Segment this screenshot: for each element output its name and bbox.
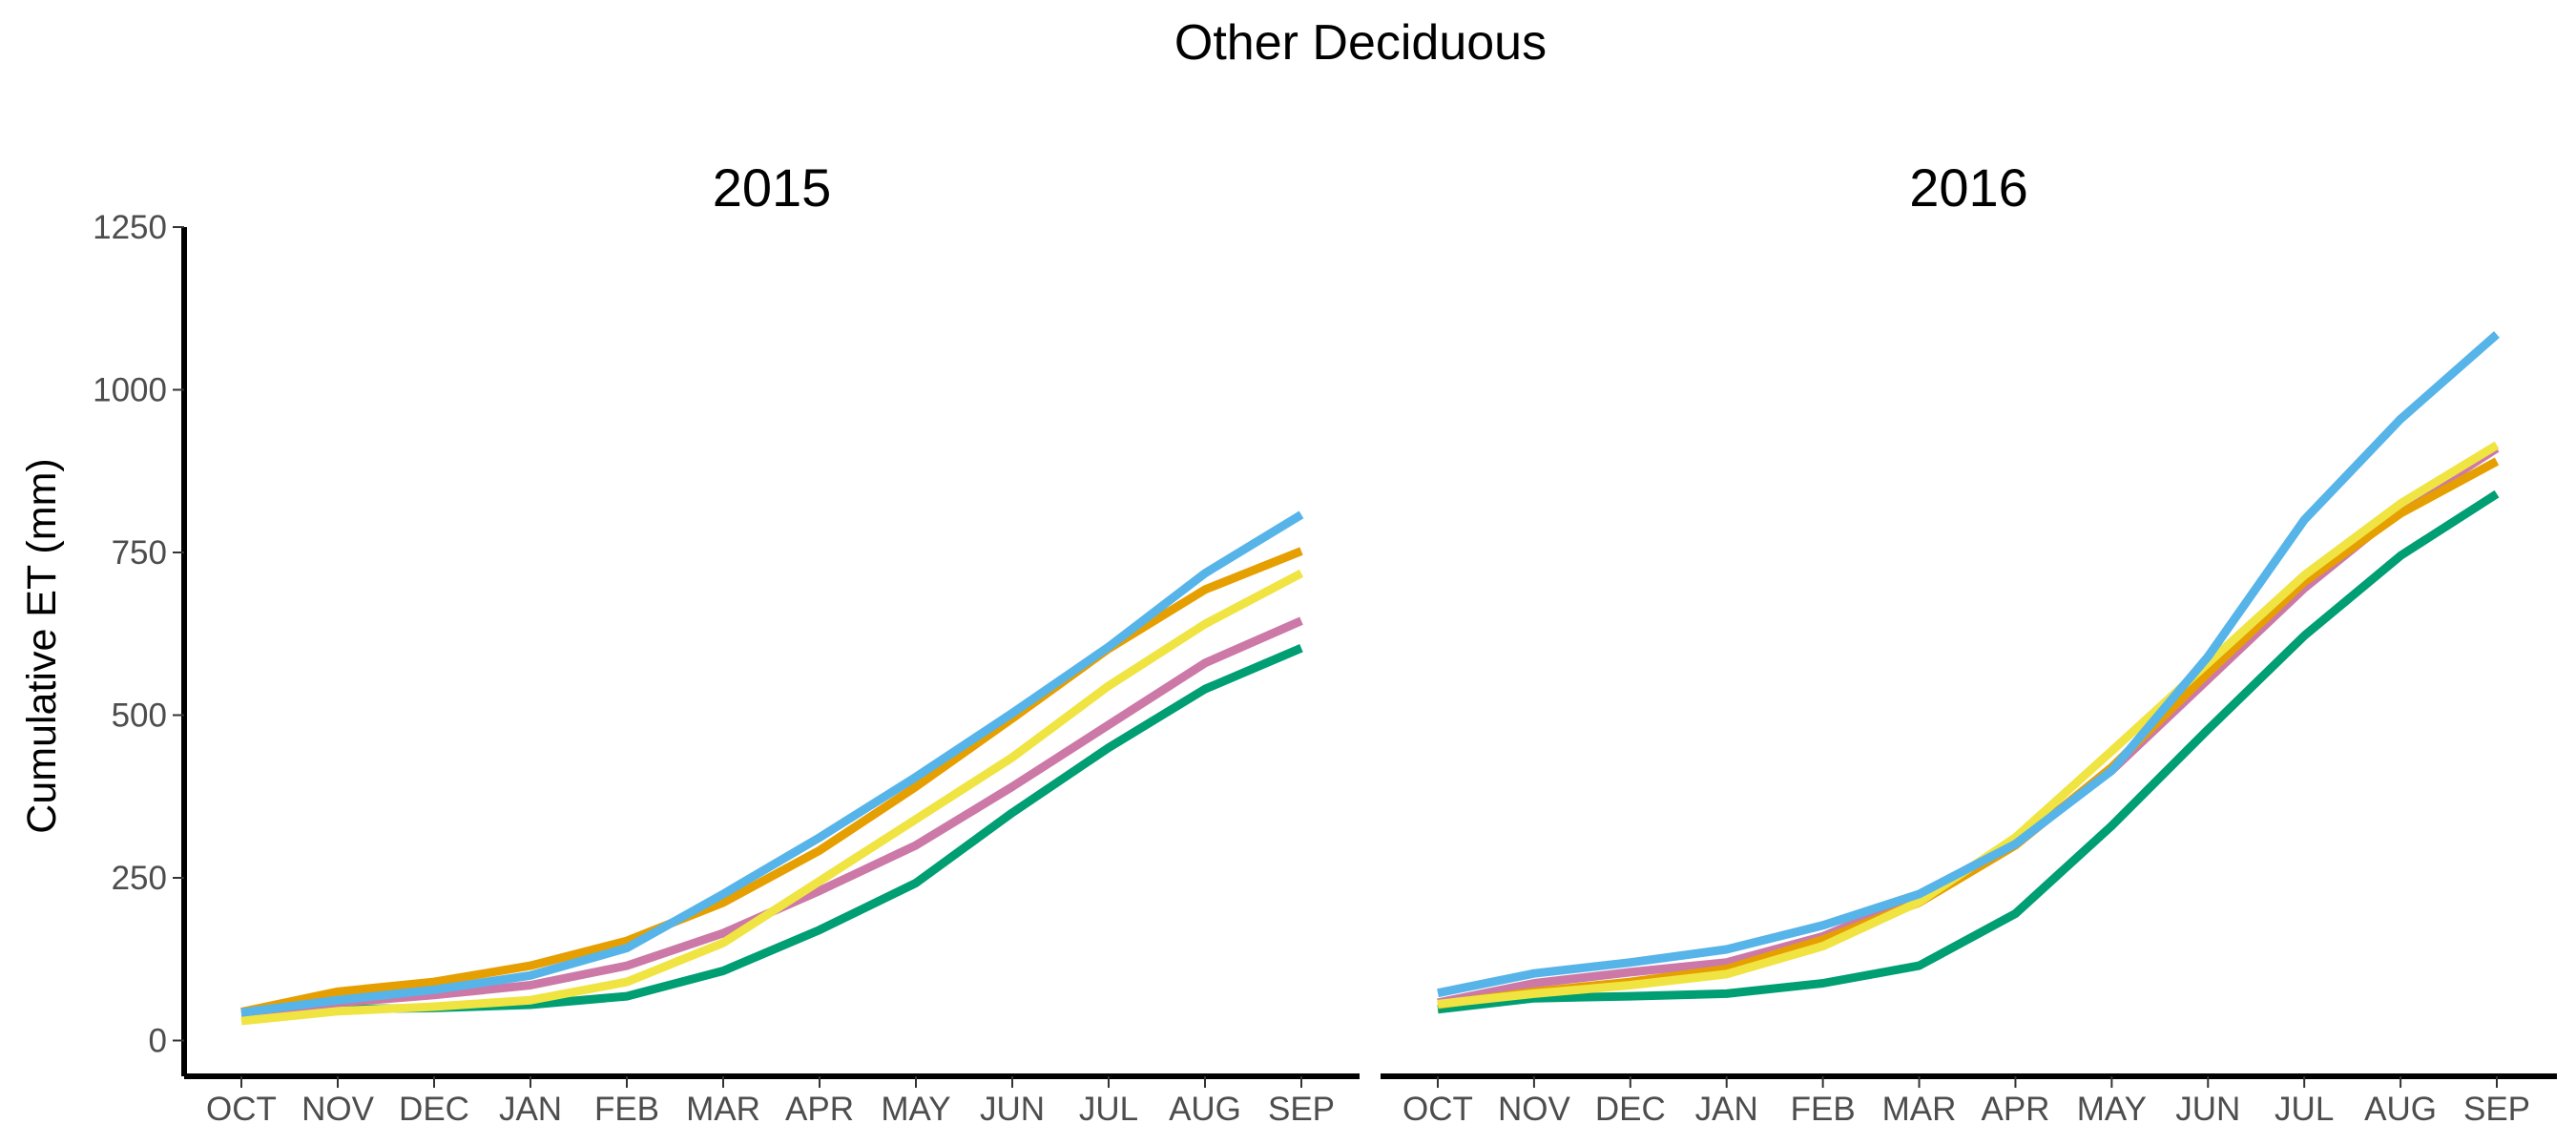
x-tick-label: OCT (1402, 1091, 1473, 1128)
series-line (1437, 441, 2500, 1009)
x-tick-label: OCT (206, 1091, 277, 1128)
y-tick-label: 1000 (93, 371, 167, 408)
series-line (240, 616, 1303, 1019)
x-tick-label: SEP (2463, 1091, 2530, 1128)
y-axis-label: Cumulative ET (mm) (19, 458, 65, 833)
y-tick-label: 250 (112, 860, 167, 897)
y-tick-label: 1250 (93, 209, 167, 246)
y-tick-label: 0 (149, 1022, 167, 1059)
x-tick-label: JUL (1079, 1091, 1138, 1128)
x-tick-label: JAN (499, 1091, 562, 1128)
x-tick-label: NOV (1498, 1091, 1571, 1128)
x-tick-label: APR (1981, 1091, 2049, 1128)
chart-title: Other Deciduous (1174, 15, 1547, 71)
series-line (1437, 445, 2500, 1008)
x-tick-label: FEB (1791, 1091, 1856, 1128)
x-tick-label: JUL (2275, 1091, 2334, 1128)
series-line (1437, 457, 2500, 1010)
x-tick-label: MAR (1882, 1091, 1957, 1128)
x-tick-label: JUN (980, 1091, 1045, 1128)
x-tick-label: APR (785, 1091, 854, 1128)
x-tick-label: NOV (301, 1091, 375, 1128)
x-tick-label: JUN (2175, 1091, 2240, 1128)
panel-title: 2016 (1909, 157, 2028, 218)
series-line (240, 510, 1304, 1017)
series-line (1437, 489, 2500, 1014)
x-tick-label: DEC (399, 1091, 469, 1128)
x-tick-label: DEC (1595, 1091, 1666, 1128)
y-tick-label: 500 (112, 697, 167, 734)
x-tick-label: JAN (1695, 1091, 1758, 1128)
panels: 2015 0 250 500 750 1000 1250 OCT NOV DEC JAN FEB MAR… (93, 157, 2557, 1128)
x-tick-label: AUG (1169, 1091, 1241, 1128)
x-tick-label: FEB (594, 1091, 659, 1128)
panel-title: 2015 (713, 157, 832, 218)
x-tick-label: MAY (2077, 1091, 2147, 1128)
x-tick-label: AUG (2364, 1091, 2437, 1128)
series-line (240, 569, 1304, 1026)
panel-2015: 2015 0 250 500 750 1000 1250 OCT NOV DEC JAN FEB MAR… (93, 157, 1360, 1128)
x-tick-label: SEP (1268, 1091, 1335, 1128)
y-tick-label: 750 (112, 534, 167, 572)
panel-2016: 2016 OCT NOV DEC JAN FEB MAR APR MAY JUN JUL AUG SEP (1381, 157, 2557, 1128)
x-tick-label: MAY (881, 1091, 950, 1128)
x-tick-label: MAR (686, 1091, 760, 1128)
series-line (1437, 331, 2500, 998)
